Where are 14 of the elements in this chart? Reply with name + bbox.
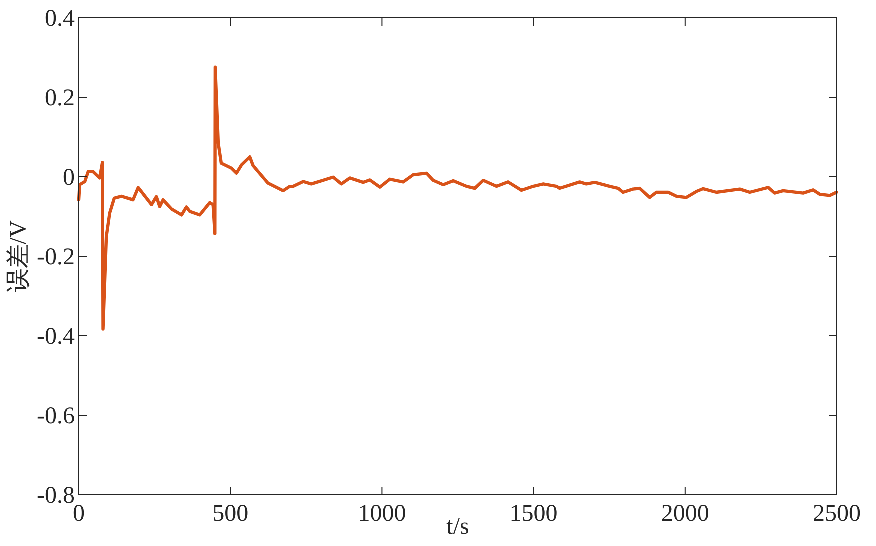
- x-axis-title: t/s: [446, 514, 470, 540]
- y-tick-label: -0.6: [37, 404, 75, 430]
- y-tick-label: 0: [63, 165, 75, 191]
- y-tick-label: -0.4: [37, 324, 75, 350]
- x-tick-label: 1500: [510, 501, 558, 527]
- y-axis-title: 误差/V: [6, 220, 32, 292]
- y-tick-label: 0.4: [45, 6, 75, 32]
- x-tick-label: 500: [212, 501, 249, 527]
- x-tick-label: 1000: [358, 501, 406, 527]
- y-tick-label: 0.2: [45, 86, 75, 112]
- y-tick-label: -0.2: [37, 244, 75, 270]
- y-tick-label: -0.8: [37, 483, 75, 509]
- x-tick-label: 2500: [813, 501, 861, 527]
- x-tick-label: 2000: [661, 501, 710, 527]
